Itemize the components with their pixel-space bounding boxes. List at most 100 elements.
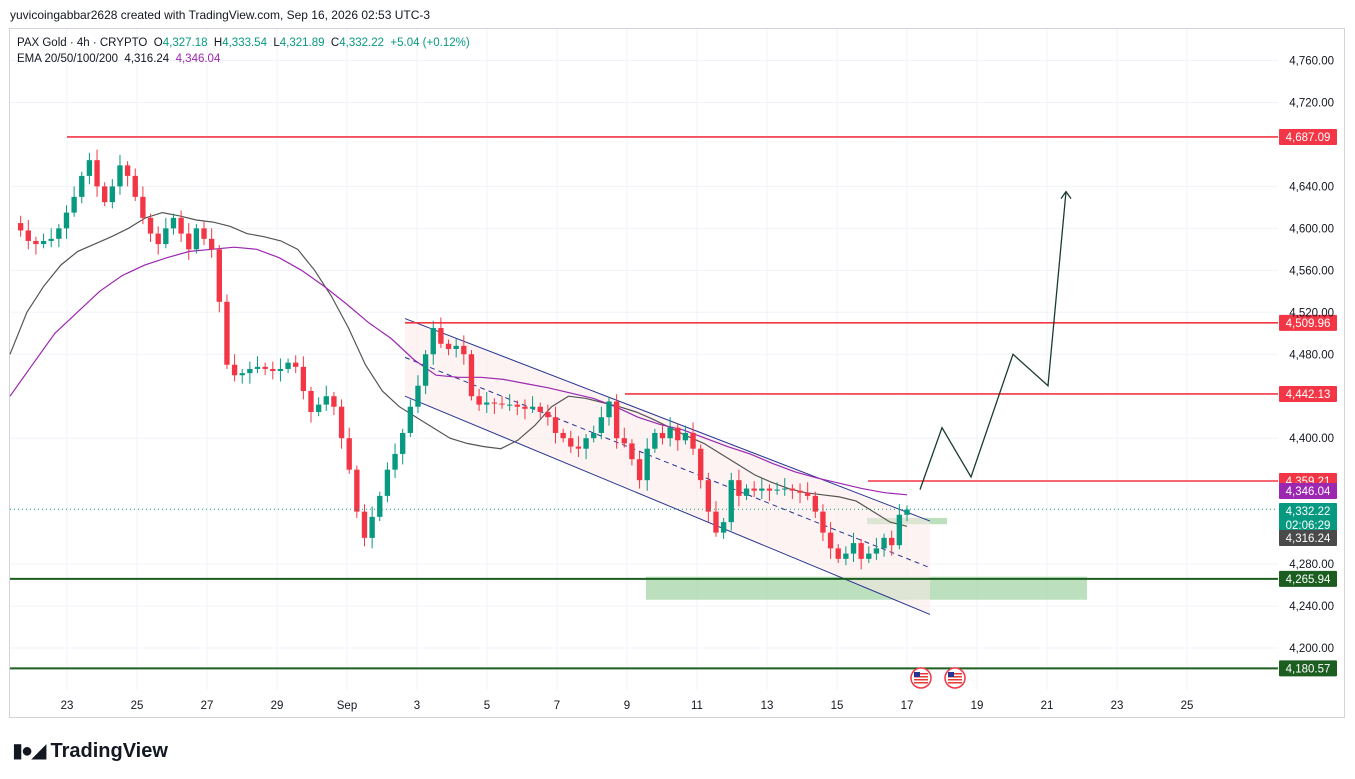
y-tick-label: 4,560.00 (1289, 265, 1334, 277)
candle-body (163, 228, 169, 245)
open-label: O (153, 37, 163, 49)
candle-body (652, 432, 658, 449)
axes: 4,200.00 4,240.00 4,280.00 4,400.00 4,480.00… (61, 55, 1334, 712)
candle-body (422, 354, 429, 386)
candle-body (124, 165, 131, 176)
y-tick-label: 4,600.00 (1289, 223, 1334, 235)
candle-body (331, 396, 337, 407)
candle-body (613, 401, 620, 439)
candle-body (705, 480, 712, 512)
us-flag-icon (910, 667, 932, 689)
candle-body (293, 362, 299, 367)
candle-body (659, 432, 666, 439)
x-tick-label: 9 (624, 700, 630, 712)
candle-body (170, 217, 177, 229)
level-tag-label: 4,442.13 (1286, 389, 1331, 401)
level-tag-label: 4,509.96 (1286, 318, 1331, 330)
flag-ring (910, 667, 932, 689)
candle-body (56, 228, 62, 239)
close-label: C (330, 37, 340, 49)
tradingview-brand[interactable]: ▮●◢ TradingView (12, 738, 168, 763)
candle-body (720, 522, 727, 533)
y-tick-label: 4,520.00 (1289, 307, 1334, 319)
candle-body (537, 406, 543, 412)
candle-body (904, 509, 910, 515)
candle-body (231, 364, 238, 376)
candle-body (102, 186, 108, 203)
ema-label: EMA 20/50/100/200 (17, 53, 119, 65)
x-tick-label: 27 (201, 700, 214, 712)
projection-line (919, 191, 1067, 490)
low-value: 4,321.89 (279, 37, 325, 49)
candle-body (155, 233, 161, 245)
flag-stripe (948, 673, 962, 675)
low-label: L (273, 37, 280, 49)
candle-body (384, 469, 391, 496)
candle-body (415, 385, 421, 407)
channel-upper-line (404, 318, 931, 522)
candle-body (889, 537, 895, 546)
candle-body (804, 492, 811, 496)
candle-body (239, 373, 245, 376)
candle-body (300, 366, 307, 391)
candle-body (896, 514, 903, 546)
candle-body (736, 480, 742, 496)
candle-body (40, 240, 47, 245)
ema-slow-value: 4,346.04 (175, 53, 221, 65)
flag-stripe (914, 673, 928, 675)
candle-body (178, 217, 184, 234)
candle-body (147, 217, 154, 234)
candle-body (270, 368, 276, 372)
candle-body (499, 403, 505, 405)
candle-body (117, 165, 123, 187)
y-tick-label: 4,640.00 (1289, 181, 1334, 193)
candle-body (262, 366, 268, 369)
candle-body (445, 343, 452, 350)
candle-body (881, 537, 887, 549)
candle-body (277, 368, 284, 372)
x-tick-label: 29 (271, 700, 284, 712)
candle-body (186, 233, 192, 250)
flag-ring (944, 667, 966, 689)
flag-stripe (914, 679, 928, 681)
candle-body (323, 396, 329, 405)
projection-arrowhead (1060, 190, 1072, 200)
x-tick-label: 17 (901, 700, 914, 712)
candle-body (675, 427, 681, 441)
candle-body (438, 328, 444, 344)
candle-body (247, 368, 253, 374)
candle-body (591, 432, 597, 439)
candle-body (698, 448, 704, 481)
candle-body (782, 488, 788, 490)
candle-body (468, 354, 475, 397)
candle-body (193, 228, 200, 250)
channel-mid-line (404, 356, 931, 569)
candle-body (713, 511, 719, 533)
level-tag-label: 4,265.94 (1286, 574, 1331, 586)
candles (17, 149, 910, 570)
level-tag-bg (1279, 660, 1337, 677)
symbol-label: PAX Gold · 4h · CRYPTO (17, 37, 148, 49)
candle-body (254, 366, 261, 369)
ohlc-row: PAX Gold · 4h · CRYPTO O4,327.18 H4,333.… (17, 35, 470, 51)
ema-slow-line (9, 246, 908, 496)
level-tag-label: 4,180.57 (1286, 663, 1331, 675)
level-tag-bg (1279, 128, 1337, 145)
candle-body (858, 543, 864, 559)
candle-body (208, 238, 215, 250)
candle-body (575, 446, 582, 449)
candle-body (491, 402, 498, 404)
candle-body (606, 401, 612, 418)
candle-body (636, 459, 643, 481)
descending-channel (404, 318, 931, 615)
x-tick-label: 13 (761, 700, 774, 712)
price-tag-bg (1279, 530, 1337, 546)
flag-stripe (914, 682, 928, 684)
candle-body (873, 548, 880, 554)
candle-body (766, 488, 773, 491)
candle-body (598, 417, 605, 433)
ema-lines (9, 211, 908, 527)
x-tick-label: 7 (554, 700, 560, 712)
high-label: H (213, 37, 223, 49)
